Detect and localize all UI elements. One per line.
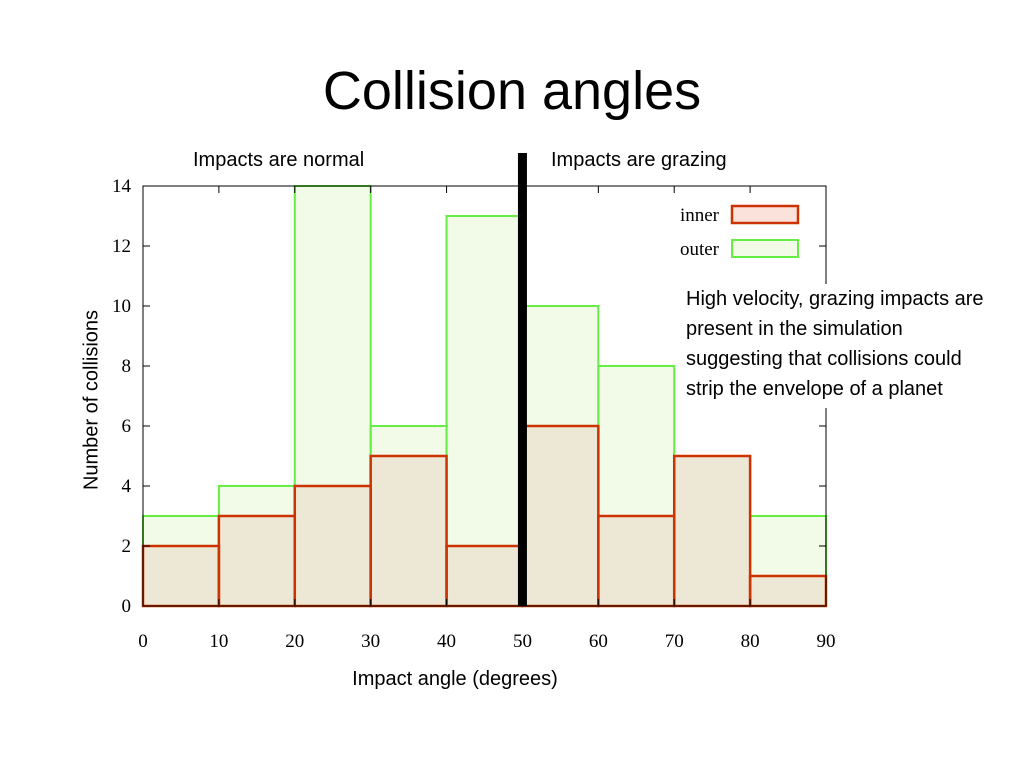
histogram-bar-excess: [370, 426, 447, 456]
x-tick-label: 60: [589, 631, 608, 652]
x-tick-label: 50: [513, 631, 532, 652]
histogram-bar-overlap: [674, 456, 751, 606]
normal-impacts-label: Impacts are normal: [193, 149, 365, 171]
histogram-bar-excess: [218, 486, 295, 516]
y-tick-label: 4: [122, 476, 132, 497]
histogram-bar-excess: [143, 516, 219, 546]
legend-label-outer: outer: [680, 239, 720, 260]
y-tick-label: 12: [112, 236, 131, 257]
grazing-impacts-label: Impacts are grazing: [551, 149, 727, 171]
histogram-bar-excess: [446, 216, 523, 546]
histogram-bar-excess: [750, 516, 826, 576]
y-tick-label: 0: [122, 596, 132, 617]
histogram-bar-overlap: [294, 486, 371, 606]
histogram-bar-overlap: [218, 516, 295, 606]
legend-label-inner: inner: [680, 205, 720, 226]
annotation-text: High velocity, grazing impacts are prese…: [676, 284, 986, 408]
histogram-bar-overlap: [446, 546, 523, 606]
x-tick-label: 0: [138, 631, 148, 652]
histogram-bar-excess: [598, 366, 675, 516]
legend-swatch-inner: [730, 204, 800, 225]
x-tick-label: 30: [361, 631, 380, 652]
x-axis-label: Impact angle (degrees): [352, 668, 558, 690]
x-tick-label: 40: [437, 631, 456, 652]
slide-title: Collision angles: [322, 61, 702, 121]
x-tick-label: 90: [817, 631, 836, 652]
x-tick-label: 80: [741, 631, 760, 652]
x-tick-label: 70: [665, 631, 684, 652]
histogram-bar-overlap: [143, 546, 219, 606]
y-tick-label: 6: [122, 416, 132, 437]
histogram-bar-overlap: [598, 516, 675, 606]
histogram-bar-overlap: [522, 426, 599, 606]
y-tick-label: 8: [122, 356, 132, 377]
y-tick-label: 14: [112, 176, 132, 197]
x-tick-label: 10: [209, 631, 228, 652]
y-axis-label: Number of collisions: [80, 309, 103, 491]
histogram-bar-excess: [522, 306, 599, 426]
histogram-bar-excess: [294, 186, 371, 486]
histogram-bar-overlap: [370, 456, 447, 606]
y-tick-label: 2: [122, 536, 132, 557]
x-tick-label: 20: [285, 631, 304, 652]
histogram-bar-overlap: [750, 576, 826, 606]
legend-swatch-outer: [731, 239, 799, 258]
y-tick-label: 10: [112, 296, 131, 317]
